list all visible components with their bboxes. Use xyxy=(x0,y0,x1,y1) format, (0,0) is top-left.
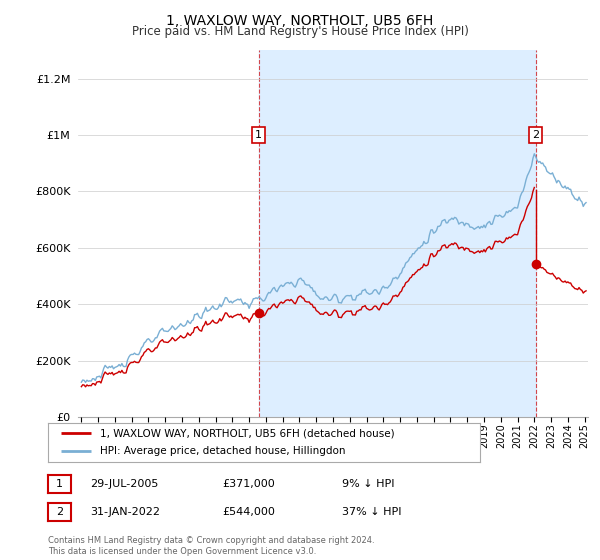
Text: 1, WAXLOW WAY, NORTHOLT, UB5 6FH (detached house): 1, WAXLOW WAY, NORTHOLT, UB5 6FH (detach… xyxy=(100,428,394,438)
Text: £371,000: £371,000 xyxy=(222,479,275,489)
Text: 9% ↓ HPI: 9% ↓ HPI xyxy=(342,479,395,489)
Text: £544,000: £544,000 xyxy=(222,507,275,517)
Text: 2: 2 xyxy=(56,507,63,517)
Text: HPI: Average price, detached house, Hillingdon: HPI: Average price, detached house, Hill… xyxy=(100,446,346,456)
Text: Price paid vs. HM Land Registry's House Price Index (HPI): Price paid vs. HM Land Registry's House … xyxy=(131,25,469,38)
Text: 37% ↓ HPI: 37% ↓ HPI xyxy=(342,507,401,517)
Text: 29-JUL-2005: 29-JUL-2005 xyxy=(90,479,158,489)
Text: Contains HM Land Registry data © Crown copyright and database right 2024.
This d: Contains HM Land Registry data © Crown c… xyxy=(48,536,374,556)
Text: 1, WAXLOW WAY, NORTHOLT, UB5 6FH: 1, WAXLOW WAY, NORTHOLT, UB5 6FH xyxy=(166,14,434,28)
Text: 31-JAN-2022: 31-JAN-2022 xyxy=(90,507,160,517)
Text: 1: 1 xyxy=(56,479,63,489)
Bar xyxy=(259,50,536,417)
Text: 1: 1 xyxy=(255,130,262,140)
Text: 2: 2 xyxy=(532,130,539,140)
